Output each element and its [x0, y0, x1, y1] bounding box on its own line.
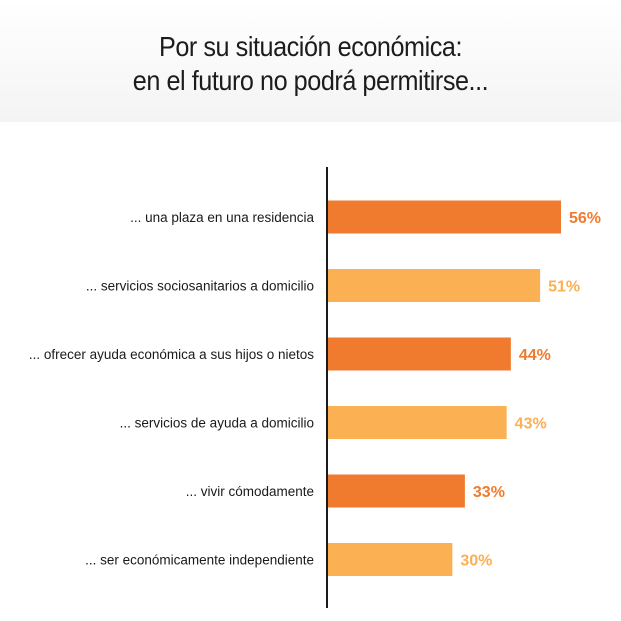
chart-title-line-2: en el futuro no podrá permitirse... [132, 65, 489, 96]
value-label-1: 56% [569, 210, 601, 227]
category-label-2: ... servicios sociosanitarios a domicili… [86, 279, 314, 294]
category-label-3: ... ofrecer ayuda económica a sus hijos … [29, 347, 314, 362]
value-label-3: 44% [519, 347, 551, 364]
bar-6 [327, 543, 453, 576]
title-banner: Por su situación económica: en el futuro… [0, 0, 621, 122]
category-label-6: ... ser económicamente independiente [85, 553, 314, 568]
value-label-2: 51% [548, 279, 580, 296]
chart-title-line-1: Por su situación económica: [158, 31, 463, 62]
value-labels-group: 56% 51% 44% 43% 33% 30% [460, 210, 601, 570]
bars-group [327, 200, 561, 576]
category-label-4: ... servicios de ayuda a domicilio [120, 416, 314, 431]
category-label-1: ... una plaza en una residencia [130, 210, 314, 225]
category-label-5: ... vivir cómodamente [186, 484, 314, 499]
value-label-4: 43% [515, 416, 547, 433]
bar-5 [327, 474, 465, 508]
bar-2 [327, 269, 541, 302]
value-label-5: 33% [473, 484, 505, 501]
bar-3 [327, 337, 511, 371]
category-labels-group: ... una plaza en una residencia ... servi… [29, 210, 315, 568]
value-label-6: 30% [460, 553, 492, 570]
bar-4 [327, 406, 507, 439]
bar-1 [327, 200, 561, 234]
